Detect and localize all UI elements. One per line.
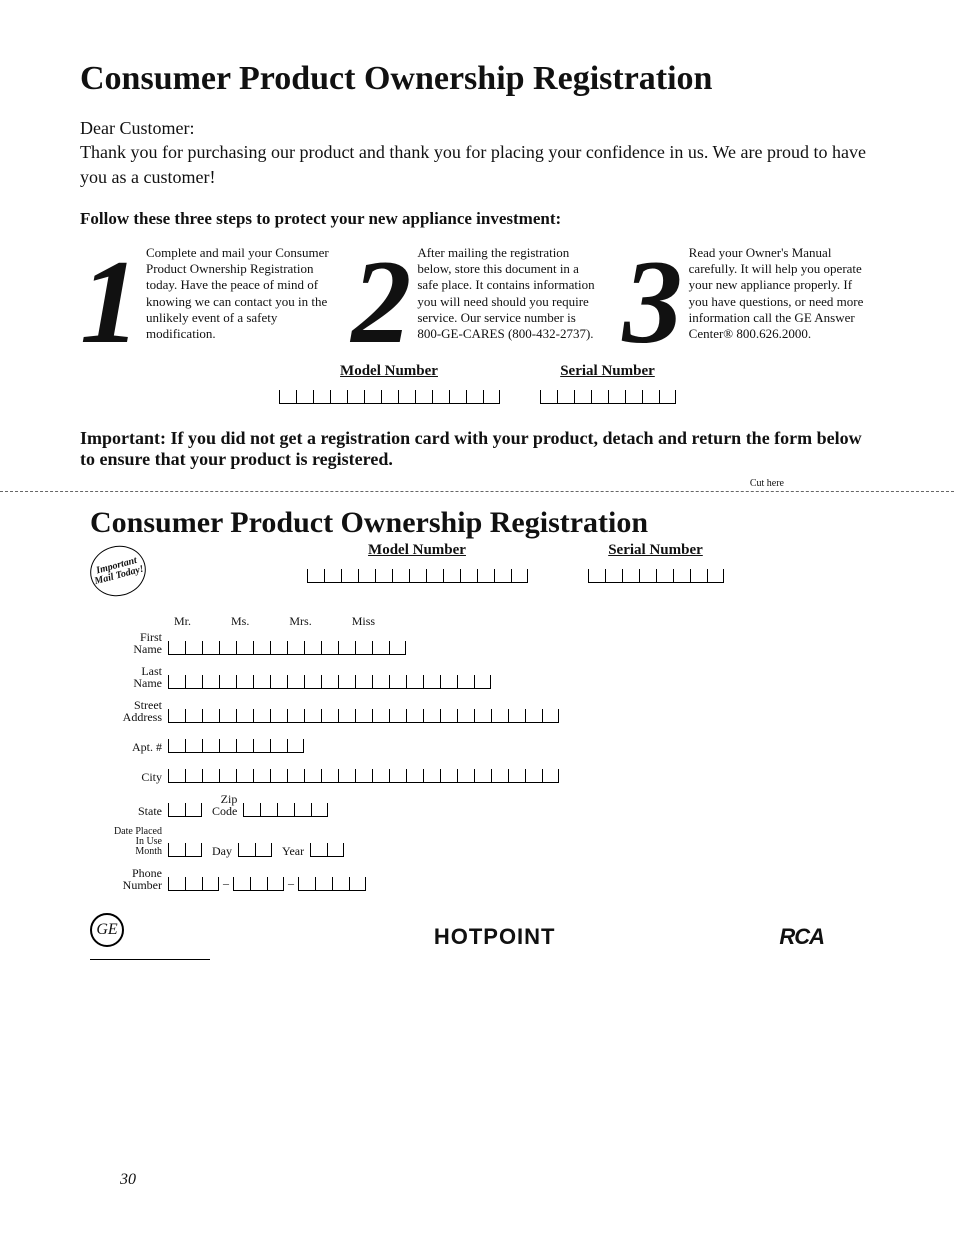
serial-number-block: Serial Number	[540, 363, 676, 404]
ge-logo: GE	[90, 913, 124, 947]
street-input[interactable]	[168, 703, 559, 723]
phone-area-input[interactable]	[168, 871, 219, 891]
step-1: 1 Complete and mail your Consumer Produc…	[80, 245, 331, 353]
step-2-number: 2	[351, 251, 411, 353]
form-title: Consumer Product Ownership Registration	[90, 506, 864, 540]
cut-here-label: Cut here	[750, 478, 784, 489]
zip-input[interactable]	[243, 797, 328, 817]
step-1-number: 1	[80, 251, 140, 353]
thank-you-text: Thank you for purchasing our product and…	[80, 140, 874, 189]
phone-dash-2: –	[284, 876, 298, 891]
important-text: If you did not get a registration card w…	[80, 428, 862, 470]
salutation-ms[interactable]: Ms.	[231, 614, 249, 629]
apt-label: Apt. #	[90, 741, 168, 753]
form-serial-block: Serial Number	[588, 542, 724, 583]
hotpoint-logo: HOTPOINT	[434, 924, 556, 950]
step-2-text: After mailing the registration below, st…	[417, 245, 602, 343]
greeting: Dear Customer:	[80, 116, 874, 140]
step-1-text: Complete and mail your Consumer Product …	[146, 245, 331, 343]
form-model-input[interactable]	[307, 563, 528, 583]
form-model-label: Model Number	[307, 542, 528, 559]
salutation-mr[interactable]: Mr.	[174, 614, 191, 629]
model-number-input[interactable]	[279, 384, 500, 404]
rca-logo: RCA	[779, 924, 824, 950]
page-title: Consumer Product Ownership Registration	[80, 60, 874, 98]
day-label: Day	[202, 845, 238, 857]
model-number-block: Model Number	[279, 363, 500, 404]
registration-form: Consumer Product Ownership Registration …	[80, 506, 874, 960]
salutation-mrs[interactable]: Mrs.	[289, 614, 311, 629]
model-number-label: Model Number	[279, 363, 500, 380]
state-input[interactable]	[168, 797, 202, 817]
important-label: Important:	[80, 428, 166, 448]
step-3-number: 3	[623, 251, 683, 353]
serial-number-input[interactable]	[540, 384, 676, 404]
steps-row: 1 Complete and mail your Consumer Produc…	[80, 245, 874, 353]
footer-rule	[90, 959, 210, 960]
phone-dash-1: –	[219, 876, 233, 891]
step-3: 3 Read your Owner's Manual carefully. It…	[623, 245, 874, 353]
phone-line-input[interactable]	[298, 871, 366, 891]
zip-label: Zip Code	[202, 793, 243, 817]
important-note: Important: If you did not get a registra…	[80, 428, 874, 471]
state-label: State	[90, 805, 168, 817]
apt-input[interactable]	[168, 733, 304, 753]
form-fields: Mr. Ms. Mrs. Miss First Name Last Name S…	[90, 614, 864, 891]
form-model-block: Model Number	[307, 542, 528, 583]
phone-label: Phone Number	[90, 867, 168, 891]
page: Consumer Product Ownership Registration …	[0, 0, 954, 1235]
last-name-label: Last Name	[90, 665, 168, 689]
city-input[interactable]	[168, 763, 559, 783]
year-input[interactable]	[310, 837, 344, 857]
month-input[interactable]	[168, 837, 202, 857]
steps-heading: Follow these three steps to protect your…	[80, 209, 874, 229]
form-top-row: Important Mail Today! Model Number Seria…	[90, 542, 864, 596]
serial-number-label: Serial Number	[540, 363, 676, 380]
salutation-miss[interactable]: Miss	[352, 614, 375, 629]
form-serial-input[interactable]	[588, 563, 724, 583]
last-name-input[interactable]	[168, 669, 491, 689]
first-name-input[interactable]	[168, 635, 406, 655]
model-serial-row: Model Number Serial Number	[80, 363, 874, 404]
step-3-text: Read your Owner's Manual carefully. It w…	[689, 245, 874, 343]
brand-logos: GE HOTPOINT RCA	[90, 913, 864, 960]
first-name-label: First Name	[90, 631, 168, 655]
year-label: Year	[272, 845, 310, 857]
date-month-label: Date Placed In Use Month	[90, 827, 168, 857]
salutation-row[interactable]: Mr. Ms. Mrs. Miss	[174, 614, 864, 629]
day-input[interactable]	[238, 837, 272, 857]
step-2: 2 After mailing the registration below, …	[351, 245, 602, 353]
mail-today-stamp: Important Mail Today!	[84, 540, 151, 603]
page-number: 30	[120, 1171, 136, 1189]
intro-block: Dear Customer: Thank you for purchasing …	[80, 116, 874, 189]
city-label: City	[90, 771, 168, 783]
street-label: Street Address	[90, 699, 168, 723]
form-serial-label: Serial Number	[588, 542, 724, 559]
cut-line: Cut here	[0, 491, 954, 492]
phone-prefix-input[interactable]	[233, 871, 284, 891]
